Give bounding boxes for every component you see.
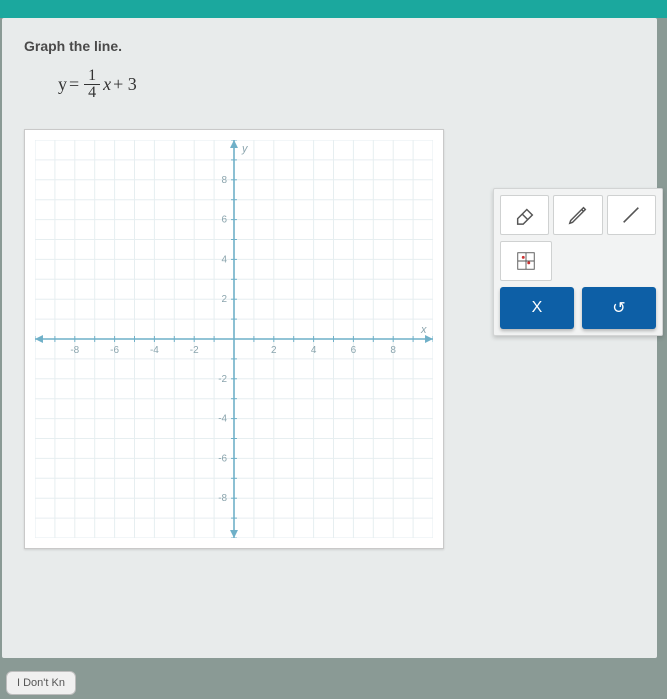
point-plot-icon — [515, 250, 537, 272]
eraser-tool[interactable] — [500, 195, 549, 235]
eraser-icon — [514, 204, 536, 226]
svg-text:8: 8 — [390, 345, 396, 356]
reset-button[interactable]: ↺ — [582, 287, 656, 329]
point-plot-tool[interactable] — [500, 241, 552, 281]
svg-text:-4: -4 — [150, 345, 159, 356]
svg-text:-2: -2 — [218, 374, 227, 385]
i-dont-know-label: I Don't Kn — [17, 677, 65, 689]
drawing-toolbox: X ↺ — [493, 188, 663, 336]
svg-text:-2: -2 — [190, 345, 199, 356]
svg-text:x: x — [420, 324, 427, 336]
equation-y: y — [58, 74, 67, 95]
svg-text:-6: -6 — [218, 453, 227, 464]
line-tool[interactable] — [607, 195, 656, 235]
svg-text:-6: -6 — [110, 345, 119, 356]
coordinate-grid[interactable]: -8-6-4-22468-8-6-4-22468yx — [35, 140, 433, 538]
i-dont-know-button[interactable]: I Don't Kn — [6, 671, 76, 695]
svg-text:-4: -4 — [218, 414, 227, 425]
equation-numerator: 1 — [84, 68, 100, 85]
svg-text:-8: -8 — [218, 493, 227, 504]
equation-suffix: + 3 — [113, 74, 137, 95]
action-row: X ↺ — [500, 287, 656, 329]
equation-fraction: 1 4 — [84, 68, 100, 101]
equation-eq: = — [69, 74, 79, 95]
svg-text:8: 8 — [222, 175, 228, 186]
pencil-icon — [567, 204, 589, 226]
equation-x: x — [103, 74, 111, 95]
tool-row-2 — [500, 241, 656, 281]
app-topbar — [0, 0, 667, 18]
cancel-button[interactable]: X — [500, 287, 574, 329]
svg-text:4: 4 — [222, 254, 228, 265]
svg-text:4: 4 — [311, 345, 317, 356]
equation-denominator: 4 — [84, 85, 100, 101]
question-panel: Graph the line. y = 1 4 x + 3 -8 -6 -4 -2 2 4… — [2, 18, 657, 658]
tool-row-1 — [500, 195, 656, 235]
cancel-label: X — [532, 299, 543, 317]
instruction-text: Graph the line. — [24, 38, 635, 54]
line-icon — [620, 204, 642, 226]
svg-text:-8: -8 — [70, 345, 79, 356]
svg-text:2: 2 — [271, 345, 277, 356]
svg-text:6: 6 — [351, 345, 357, 356]
svg-text:6: 6 — [222, 215, 228, 226]
graph-canvas[interactable]: -8-6-4-22468-8-6-4-22468yx — [24, 129, 444, 549]
svg-text:2: 2 — [222, 294, 228, 305]
reset-label: ↺ — [612, 298, 625, 318]
equation-display: y = 1 4 x + 3 — [58, 68, 635, 101]
pencil-tool[interactable] — [553, 195, 602, 235]
